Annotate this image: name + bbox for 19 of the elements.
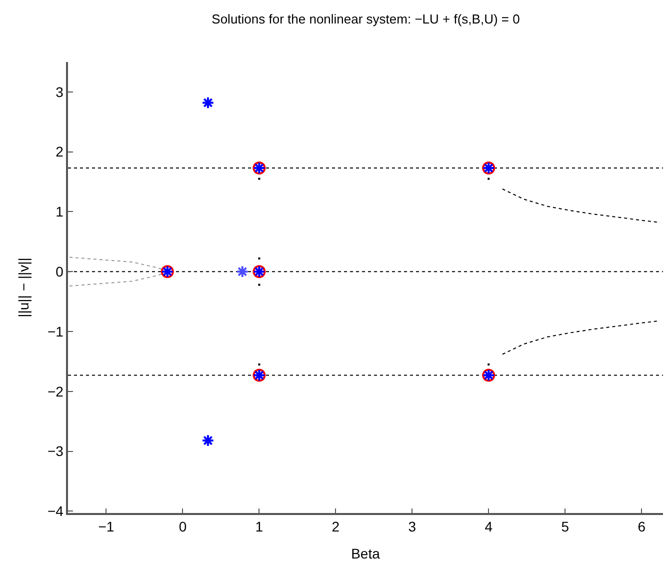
y-tick-label: −2 [47,383,64,400]
x-tick-label: 6 [638,518,646,535]
x-tick-label: 4 [484,518,493,535]
chart-title: Solutions for the nonlinear system: −LU + f(s,B,U) = 0 [212,11,520,26]
x-tick-label: 1 [255,518,264,535]
y-axis-title: ||u|| − ||v|| [16,258,32,318]
y-tick-label: 0 [56,264,64,280]
y-tick-label: 2 [56,144,64,160]
x-tick-label: 3 [408,518,416,535]
y-tick-label: −3 [47,443,64,460]
x-tick-label: 2 [332,518,340,535]
y-tick-label: 1 [56,204,64,220]
x-tick-label: 0 [178,518,187,535]
x-tick-label: −1 [98,518,114,535]
y-tick-label: 3 [56,84,64,100]
x-axis-title: Beta [351,545,380,562]
y-tick-label: −1 [47,323,64,340]
y-tick-label: −4 [47,503,64,520]
x-tick-label: 5 [561,518,570,535]
